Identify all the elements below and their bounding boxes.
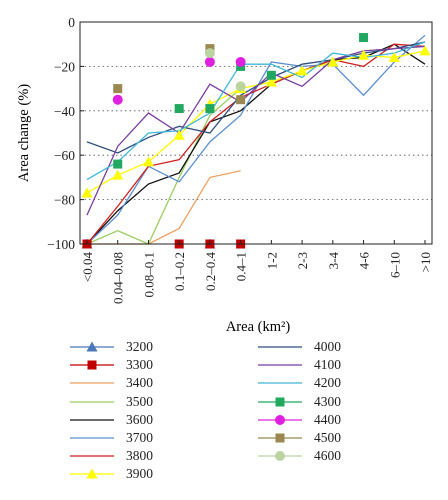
- y-tick-label: −60: [54, 148, 75, 163]
- x-tick-label: 2-3: [295, 252, 310, 269]
- data-point: [204, 48, 215, 59]
- x-tick-label: 3-4: [326, 252, 341, 270]
- series-line-3800: [86, 43, 426, 245]
- series-line-3900: [86, 50, 426, 194]
- data-point: [112, 94, 123, 105]
- y-axis-label: Area change (%): [16, 84, 32, 182]
- y-tick-label: −20: [54, 59, 75, 74]
- y-ticks: 0 −20 −40 −60 −80 −100: [47, 15, 84, 252]
- data-point: [173, 129, 185, 140]
- data-point: [204, 56, 215, 67]
- grid-lines: [80, 66, 432, 201]
- series-line-3700: [86, 34, 426, 245]
- series-line-3400: [87, 170, 241, 245]
- series-markers-4400: [112, 56, 246, 105]
- series-4200: [86, 41, 426, 181]
- series-3400: [87, 170, 241, 245]
- data-point: [266, 70, 276, 80]
- x-tick-label: <0.04: [80, 252, 95, 283]
- series-3700: [86, 34, 426, 245]
- data-point: [174, 104, 184, 114]
- x-tick-label: 0.04–0.08: [111, 252, 126, 304]
- data-point: [265, 76, 277, 87]
- x-tick-label: 0.1–0.2: [172, 252, 187, 291]
- series-layer: [81, 33, 431, 249]
- x-ticks: <0.04 0.04–0.08 0.08–0.1 0.1–0.2 0.2–0.4 0.4–…: [80, 240, 433, 304]
- series-3900: [86, 50, 426, 194]
- x-tick-label: 0.08–0.1: [141, 252, 156, 298]
- series-line-4200: [86, 41, 426, 181]
- data-point: [327, 56, 339, 67]
- data-point: [236, 95, 246, 105]
- series-markers-4600: [204, 48, 246, 92]
- data-point: [112, 169, 124, 180]
- data-point: [235, 81, 246, 92]
- data-point: [113, 84, 123, 94]
- series-line-4100: [86, 45, 426, 216]
- x-tick-label: 4-6: [357, 252, 372, 270]
- data-point: [142, 156, 154, 167]
- x-tick-label: 1-2: [264, 252, 279, 269]
- series-4000: [86, 41, 426, 154]
- x-tick-label: 0.4–1: [234, 252, 249, 281]
- data-point: [81, 187, 93, 198]
- x-tick-label: >10: [418, 252, 433, 272]
- series-line-4000: [86, 41, 426, 154]
- x-tick-label: 0.2–0.4: [203, 252, 218, 292]
- series-4100: [86, 45, 426, 216]
- data-point: [388, 52, 400, 63]
- y-tick-label: −80: [54, 193, 75, 208]
- data-point: [296, 65, 308, 76]
- data-point: [419, 45, 431, 56]
- data-point: [235, 56, 246, 67]
- series-markers-3900: [81, 45, 431, 198]
- series-line-3500: [86, 88, 242, 245]
- data-point: [359, 33, 369, 43]
- series-line-3600: [86, 43, 426, 245]
- series-3500: [86, 88, 242, 245]
- x-axis-label: Area (km²): [226, 319, 291, 335]
- y-tick-label: −100: [47, 237, 75, 252]
- series-markers-4500: [113, 44, 246, 105]
- x-tick-label: 6–10: [387, 252, 402, 278]
- data-point: [358, 49, 370, 60]
- data-point: [205, 104, 215, 114]
- data-point: [113, 159, 123, 169]
- series-3800: [86, 43, 426, 245]
- series-3600: [86, 43, 426, 245]
- y-tick-label: 0: [68, 15, 75, 30]
- plot-frame: [79, 21, 433, 245]
- y-tick-label: −40: [54, 104, 75, 119]
